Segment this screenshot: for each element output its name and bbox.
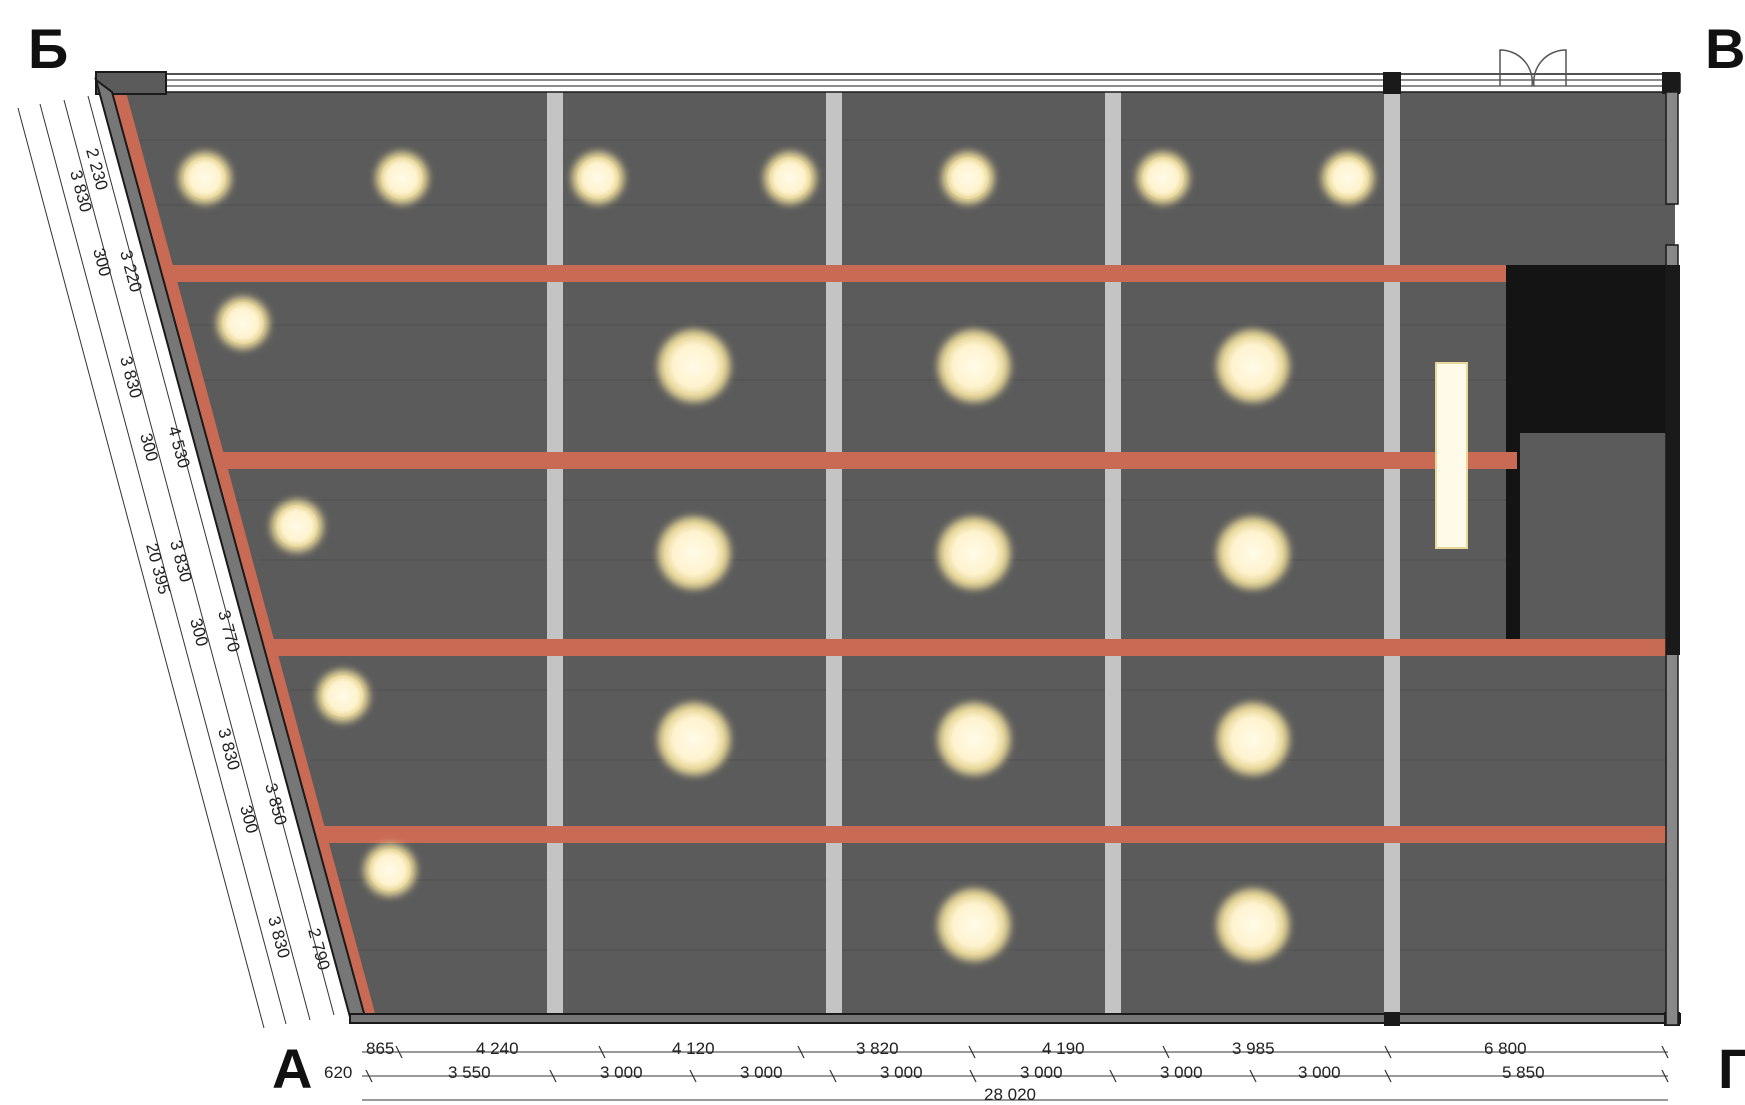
lamp [658, 330, 730, 402]
column-block [1384, 1012, 1400, 1026]
left-dim-middle: 300 [186, 616, 212, 648]
left-dim-middle: 3 830 [214, 726, 243, 772]
left-dim-inner: 3 850 [261, 781, 290, 827]
lamp [938, 330, 1010, 402]
bottom-wall [349, 1013, 1681, 1024]
bottom-dim-total: 28 020 [984, 1085, 1036, 1104]
bottom-dim-row1: 4 120 [672, 1039, 715, 1058]
left-dim-middle: 300 [236, 803, 262, 835]
bottom-dim-row2: 3 000 [600, 1063, 643, 1082]
bottom-dim-row2: 3 000 [1298, 1063, 1341, 1082]
lamp [658, 703, 730, 775]
corner-label-bottom-right: Г [1718, 1037, 1745, 1100]
lamp [1217, 889, 1289, 961]
left-dim-inner: 3 770 [214, 608, 243, 654]
beam [164, 265, 1506, 282]
left-dim-inner: 4 530 [164, 424, 193, 470]
lamp [1217, 330, 1289, 402]
diagonal-beam [112, 92, 376, 1017]
lamp [658, 517, 730, 589]
bottom-dim-row2: 3 000 [1020, 1063, 1063, 1082]
lamp [317, 670, 369, 722]
floor-area [112, 92, 1675, 1017]
bottom-dimensions: 865 4 240 4 120 3 820 4 190 3 985 6 800 … [324, 1039, 1669, 1104]
column-block [1662, 72, 1680, 94]
left-dim-inner: 3 220 [116, 248, 145, 294]
column-strip [547, 92, 563, 1017]
beam [318, 826, 1668, 843]
lamps [179, 152, 1374, 961]
lamp [271, 500, 323, 552]
lamp [1137, 152, 1189, 204]
lamp [572, 152, 624, 204]
bottom-dim-row1: 4 190 [1042, 1039, 1085, 1058]
bottom-dim-row1: 6 800 [1484, 1039, 1527, 1058]
column-strip [826, 92, 842, 1017]
right-wall-upper [1665, 91, 1679, 205]
left-dim-middle: 3 830 [264, 914, 293, 960]
left-dim-middle: 300 [89, 246, 115, 278]
bottom-dim-row1: 4 240 [476, 1039, 519, 1058]
lamp [217, 297, 269, 349]
lamp [942, 152, 994, 204]
corner-label-top-left: Б [28, 17, 68, 80]
bottom-dim-row1: 3 985 [1232, 1039, 1275, 1058]
walls [94, 49, 1681, 1026]
beam [215, 452, 1517, 469]
column-block [1383, 72, 1401, 94]
corner-label-bottom-left: А [272, 1037, 312, 1100]
lamp [938, 889, 1010, 961]
column-strip [1384, 92, 1400, 1017]
linear-light-panel [1435, 362, 1468, 549]
right-wall-dark [1666, 265, 1680, 655]
bottom-dim-row1: 865 [366, 1039, 394, 1058]
lamp [764, 152, 816, 204]
top-wall-window [99, 73, 1681, 93]
lamp [364, 844, 416, 896]
bottom-dim-row2: 620 [324, 1063, 352, 1082]
bottom-dim-row2: 3 000 [1160, 1063, 1203, 1082]
bottom-dim-row2: 3 000 [740, 1063, 783, 1082]
left-dim-middle: 300 [136, 431, 162, 463]
lamp [1217, 703, 1289, 775]
door [1499, 49, 1567, 87]
bottom-dim-row2: 3 000 [880, 1063, 923, 1082]
lamp [179, 152, 231, 204]
bottom-dim-row1: 3 820 [856, 1039, 899, 1058]
column-strips [547, 92, 1400, 1017]
beams [164, 265, 1668, 843]
beam [267, 639, 1668, 656]
corner-label-top-right: В [1705, 17, 1745, 80]
dark-room-inner [1520, 433, 1666, 640]
lamp [376, 152, 428, 204]
bottom-dim-row2: 5 850 [1502, 1063, 1545, 1082]
left-dim-middle: 3 830 [116, 354, 145, 400]
lamp [938, 517, 1010, 589]
lamp [1217, 517, 1289, 589]
column-strip [1105, 92, 1121, 1017]
lamp [1322, 152, 1374, 204]
lamp [938, 703, 1010, 775]
bottom-dim-row2: 3 550 [448, 1063, 491, 1082]
